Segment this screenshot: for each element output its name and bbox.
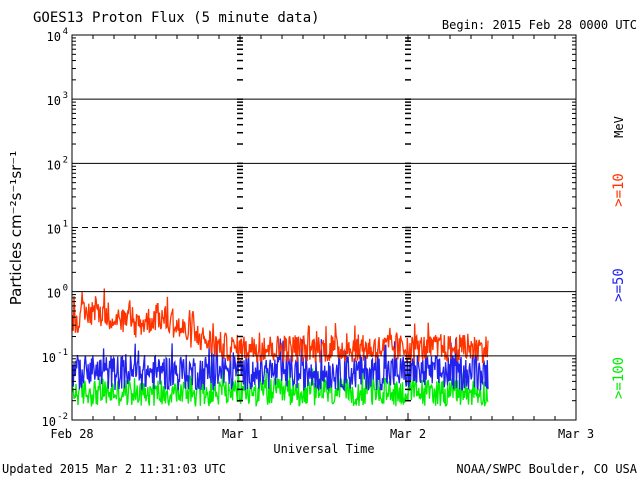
y-tick-label: 10 -2 [42,412,68,429]
plot-frame [71,34,577,421]
legend-entry-ge10: >=10 [611,173,627,207]
grid-lines [71,35,577,421]
y-tick-label: 10 -1 [42,348,68,365]
y-tick-base: 10 [47,94,61,108]
x-tick-label: Mar 3 [558,427,594,441]
y-tick-exponent: -2 [57,412,68,422]
x-tick-label: Feb 28 [50,427,93,441]
legend-entry-ge50: >=50 [611,268,627,302]
y-tick-base: 10 [47,158,61,172]
y-tick-exponent: 1 [63,220,68,230]
y-tick-exponent: -1 [57,348,68,358]
y-tick-exponent: 2 [63,155,68,165]
legend: >=10 >=50 >=100 [611,173,627,399]
y-tick-label: 10 2 [47,155,68,172]
updated-timestamp: Updated 2015 Mar 2 11:31:03 UTC [2,462,226,476]
begin-time-label: Begin: 2015 Feb 28 0000 UTC [442,18,637,32]
y-tick-base: 10 [42,351,56,365]
y-tick-exponent: 3 [63,91,68,101]
y-tick-label: 10 4 [47,27,68,44]
y-tick-base: 10 [47,287,61,301]
x-tick-label: Mar 2 [390,427,426,441]
y-tick-base: 10 [42,415,56,429]
data-series-group [71,288,489,407]
y-tick-exponent: 4 [63,27,68,37]
series-line-ge100 [71,365,489,407]
legend-entry-ge100: >=100 [611,357,627,399]
chart-title: GOES13 Proton Flux (5 minute data) [33,10,320,26]
source-credit: NOAA/SWPC Boulder, CO USA [456,462,637,476]
unit-label: MeV [612,116,626,138]
y-tick-base: 10 [47,30,61,44]
y-tick-base: 10 [47,223,61,237]
y-tick-label: 10 0 [47,284,68,301]
y-tick-label: 10 3 [47,91,68,108]
y-axis-label: Particles cm⁻²s⁻¹sr⁻¹ [7,151,25,305]
y-tick-exponent: 0 [63,284,68,294]
series-line-ge10 [71,288,489,364]
x-tick-labels: Feb 28 Mar 1 Mar 2 Mar 3 [50,427,594,441]
y-tick-label: 10 1 [47,220,68,237]
x-tick-label: Mar 1 [222,427,258,441]
x-axis-label: Universal Time [273,442,374,456]
